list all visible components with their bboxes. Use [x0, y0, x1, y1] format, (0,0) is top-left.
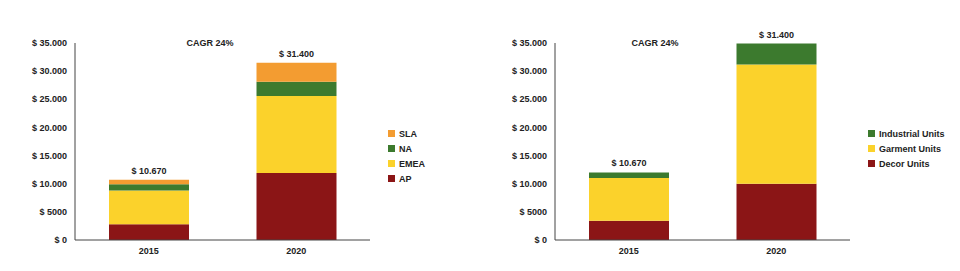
svg-text:2020: 2020: [286, 246, 306, 256]
svg-text:$ 31.400: $ 31.400: [279, 49, 314, 59]
html-text:Industrial Units: Industrial Units: [879, 128, 945, 139]
html-text:CAGR 24%: CAGR 24%: [631, 38, 679, 48]
html-text:Garment Units: Garment Units: [879, 143, 941, 154]
svg-text:$ 5000: $ 5000: [519, 207, 547, 217]
html-text:CAGR 24%: CAGR 24%: [186, 38, 234, 48]
svg-text:2015: 2015: [619, 246, 639, 256]
html-text:NA: NA: [399, 143, 412, 154]
svg-text:$ 35.000: $ 35.000: [32, 38, 67, 48]
svg-text:$ 20.000: $ 20.000: [32, 123, 67, 133]
svg-text:$ 5000: $ 5000: [39, 207, 67, 217]
svg-text:$ 15.000: $ 15.000: [32, 151, 67, 161]
svg-text:2015: 2015: [139, 246, 159, 256]
html-text:AP: AP: [399, 173, 412, 184]
svg-text:$ 30.000: $ 30.000: [512, 66, 547, 76]
svg-text:$ 15.000: $ 15.000: [512, 151, 547, 161]
svg-text:$ 30.000: $ 30.000: [32, 66, 67, 76]
svg-text:$ 20.000: $ 20.000: [512, 123, 547, 133]
html-text:EMEA: EMEA: [399, 158, 425, 169]
svg-text:2020: 2020: [766, 246, 786, 256]
svg-text:$ 10.670: $ 10.670: [611, 158, 646, 168]
svg-text:$ 35.000: $ 35.000: [512, 38, 547, 48]
svg-text:$ 0: $ 0: [534, 235, 547, 245]
html-text:SLA: SLA: [399, 128, 417, 139]
svg-text:$ 25.000: $ 25.000: [512, 94, 547, 104]
svg-text:$ 31.400: $ 31.400: [759, 30, 794, 40]
svg-text:$ 10.000: $ 10.000: [512, 179, 547, 189]
svg-text:$ 25.000: $ 25.000: [32, 94, 67, 104]
svg-text:$ 0: $ 0: [54, 235, 67, 245]
svg-text:$ 10.670: $ 10.670: [131, 166, 166, 176]
svg-text:$ 10.000: $ 10.000: [32, 179, 67, 189]
html-text:Decor Units: Decor Units: [879, 158, 930, 169]
